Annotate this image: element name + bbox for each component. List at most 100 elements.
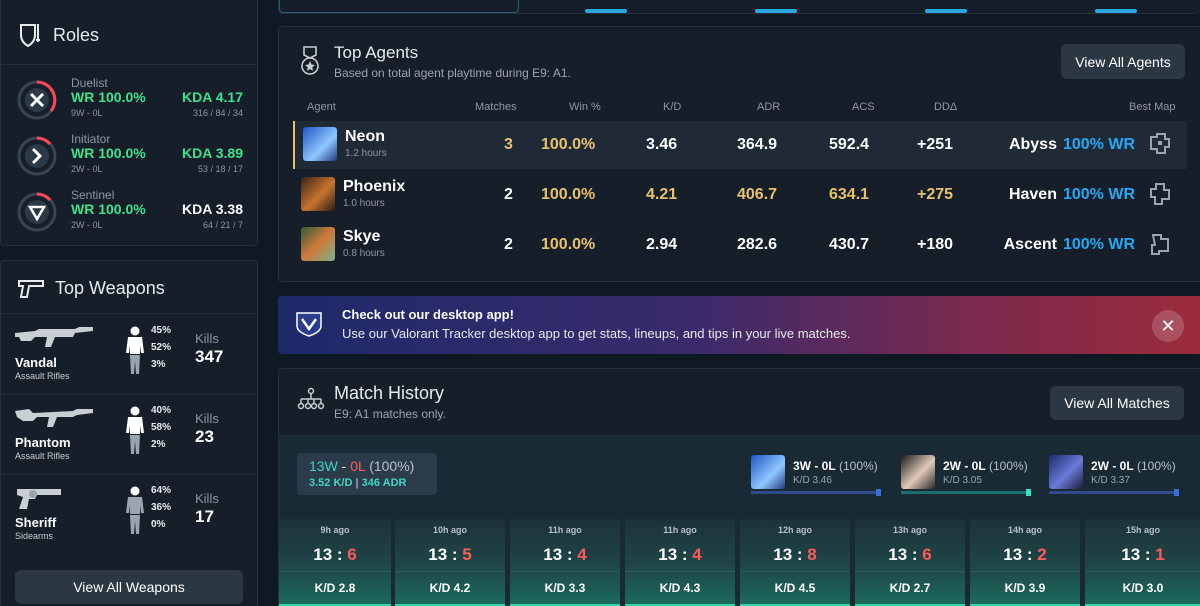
view-all-weapons-button[interactable]: View All Weapons — [15, 570, 243, 604]
agent-kd: 3.46 — [646, 136, 678, 153]
role-record: 2W - 0L — [71, 220, 103, 230]
role-kda-detail: 316 / 84 / 34 — [192, 108, 243, 118]
legshot-percent: 3% — [151, 359, 166, 370]
strip-tab-active[interactable] — [279, 0, 519, 13]
weapon-row[interactable]: Phantom Assault Rifles 40% 58% 2% Kills … — [1, 395, 257, 475]
desktop-app-banner[interactable]: Check out our desktop app! Use our Valor… — [278, 296, 1200, 354]
roles-title: Roles — [53, 24, 100, 45]
chip-bar — [901, 489, 1031, 496]
agent-name: Skye — [343, 228, 381, 245]
agent-row-skye[interactable]: Skye 0.8 hours 2 100.0% 2.94 282.6 430.7… — [293, 221, 1187, 269]
match-card[interactable]: 14h ago 13 : 2 K/D 3.9 — [970, 519, 1080, 606]
agent-avatar — [301, 177, 335, 211]
strip-indicator — [925, 9, 967, 13]
season-summary: 13W - 0L (100%) 3.52 K/D | 346 ADR — [297, 453, 437, 495]
match-time: 10h ago — [432, 525, 467, 535]
chip-record: 2W - 0L (100%) — [1091, 459, 1176, 473]
weapons-header: Top Weapons — [17, 277, 165, 299]
match-kd: K/D 4.2 — [429, 581, 471, 595]
role-name: Duelist — [71, 76, 108, 90]
kills-value: 347 — [195, 347, 224, 366]
agent-row-neon[interactable]: Neon 1.2 hours 3 100.0% 3.46 364.9 592.4… — [293, 121, 1187, 169]
col-matches[interactable]: Matches — [475, 101, 517, 113]
match-card[interactable]: 13h ago 13 : 6 K/D 2.7 — [855, 519, 965, 606]
role-record: 9W - 0L — [71, 108, 103, 118]
agent-name: Neon — [345, 128, 385, 145]
agent-kd: 4.21 — [646, 186, 678, 203]
col-dd[interactable]: DDΔ — [934, 101, 958, 113]
match-score: 13 : 1 — [1121, 545, 1165, 564]
legshot-percent: 2% — [151, 439, 166, 450]
col-kd[interactable]: K/D — [663, 101, 682, 113]
agent-matches: 2 — [504, 236, 513, 253]
view-all-matches-button[interactable]: View All Matches — [1050, 386, 1184, 420]
score-lost: 4 — [692, 545, 702, 564]
map-icon — [1151, 234, 1169, 255]
headshot-percent: 64% — [151, 485, 172, 496]
view-all-agents-button[interactable]: View All Agents — [1061, 44, 1185, 79]
weapons-title: Top Weapons — [55, 277, 165, 298]
col-best-map[interactable]: Best Map — [1129, 101, 1176, 113]
kills-label: Kills — [195, 331, 219, 346]
summary-record: 13W - 0L (100%) — [309, 458, 414, 474]
map-icon — [1150, 133, 1170, 154]
role-kda-detail: 53 / 18 / 17 — [197, 164, 243, 174]
agent-name: Phoenix — [343, 178, 406, 195]
bodyshot-percent: 36% — [151, 502, 172, 513]
chip-pct: (100%) — [1133, 459, 1176, 473]
agent-chip[interactable]: 2W - 0L (100%) K/D 3.05 — [901, 455, 1031, 496]
match-card[interactable]: 11h ago 13 : 4 K/D 4.3 — [625, 519, 735, 606]
legshot-percent: 0% — [151, 519, 166, 530]
agent-row-phoenix[interactable]: Phoenix 1.0 hours 2 100.0% 4.21 406.7 63… — [293, 171, 1187, 219]
col-win[interactable]: Win % — [569, 101, 601, 113]
agent-adr: 282.6 — [737, 236, 778, 253]
weapons-panel: Top Weapons Vandal Assault Rifles 45% 52… — [0, 260, 258, 606]
match-time: 15h ago — [1125, 525, 1160, 535]
body-figure-icon — [126, 486, 144, 534]
banner-close-button[interactable]: ✕ — [1152, 310, 1184, 342]
headshot-percent: 45% — [151, 325, 172, 336]
match-score: 13 : 4 — [543, 545, 587, 564]
agent-chip[interactable]: 2W - 0L (100%) K/D 3.37 — [1049, 455, 1179, 496]
match-card[interactable]: 10h ago 13 : 5 K/D 4.2 — [395, 519, 505, 606]
summary-adr: 346 ADR — [361, 477, 407, 489]
match-card[interactable]: 9h ago 13 : 6 K/D 2.8 — [279, 519, 391, 606]
summary-stats: 3.52 K/D | 346 ADR — [309, 477, 406, 489]
role-name: Sentinel — [71, 188, 115, 202]
match-card[interactable]: 11h ago 13 : 4 K/D 3.3 — [510, 519, 620, 606]
match-time: 11h ago — [663, 525, 697, 535]
map-winrate: 100% WR — [1062, 236, 1135, 253]
weapon-name: Phantom — [15, 435, 71, 450]
agent-acs: 634.1 — [829, 186, 870, 203]
strip-indicator — [755, 9, 797, 13]
agent-dd: +180 — [917, 236, 954, 253]
match-kd: K/D 2.8 — [314, 581, 356, 595]
top-agents-subtitle: Based on total agent playtime during E9:… — [334, 66, 571, 80]
role-record: 2W - 0L — [71, 164, 103, 174]
weapon-row[interactable]: Vandal Assault Rifles 45% 52% 3% Kills 3… — [1, 315, 257, 395]
role-row-initiator[interactable]: Initiator WR 100.0% 2W - 0L KDA 3.89 53 … — [1, 132, 257, 188]
agent-avatar — [751, 455, 785, 489]
col-agent[interactable]: Agent — [307, 101, 336, 113]
role-row-duelist[interactable]: Duelist WR 100.0% 9W - 0L KDA 4.17 316 /… — [1, 76, 257, 132]
agent-chip[interactable]: 3W - 0L (100%) K/D 3.46 — [751, 455, 881, 496]
match-card[interactable]: 12h ago 13 : 8 K/D 4.5 — [740, 519, 850, 606]
match-score: 13 : 6 — [313, 545, 357, 564]
score-won: 13 — [773, 545, 793, 564]
duelist-icon — [17, 80, 57, 120]
map-name: Abyss — [1008, 136, 1057, 153]
agent-kd: 2.94 — [646, 236, 678, 253]
weapon-row[interactable]: Sheriff Sidearms 64% 36% 0% Kills 17 — [1, 475, 257, 555]
col-adr[interactable]: ADR — [757, 101, 781, 113]
role-kda: KDA 4.17 — [182, 89, 243, 105]
role-row-sentinel[interactable]: Sentinel WR 100.0% 2W - 0L KDA 3.38 64 /… — [1, 188, 257, 244]
match-card[interactable]: 15h ago 13 : 1 K/D 3.0 — [1085, 519, 1200, 606]
score-lost: 1 — [1155, 545, 1165, 564]
strip-indicator — [1095, 9, 1137, 13]
match-kd: K/D 4.3 — [659, 581, 701, 595]
chip-bar — [751, 489, 881, 496]
col-acs[interactable]: ACS — [852, 101, 875, 113]
agent-avatar — [1049, 455, 1083, 489]
summary-sep: | — [352, 477, 362, 489]
roles-header: Roles — [17, 22, 99, 48]
